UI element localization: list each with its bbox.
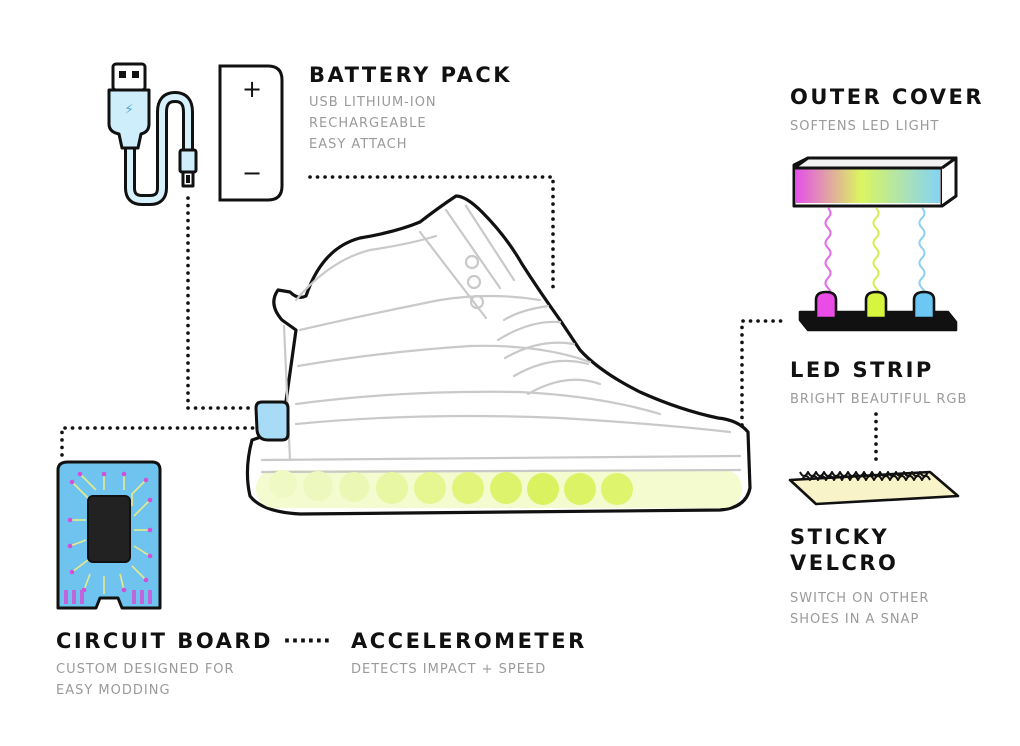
battery-plus-symbol: + bbox=[242, 75, 262, 103]
accelerometer-line-1: DETECTS IMPACT + SPEED bbox=[351, 662, 547, 677]
circuit-board-title: CIRCUIT BOARD bbox=[56, 629, 273, 653]
usb-cable-icon: ⚡ bbox=[107, 62, 198, 206]
battery-pack-line-2: RECHARGEABLE bbox=[309, 116, 427, 131]
accelerometer-title: ACCELEROMETER bbox=[351, 629, 587, 653]
outer-cover-icon bbox=[792, 156, 958, 299]
circuit-board-line-1: CUSTOM DESIGNED FOR bbox=[56, 662, 235, 677]
circuit-board-line-2: EASY MODDING bbox=[56, 683, 171, 698]
led-strip-icon bbox=[798, 290, 958, 332]
sticky-velcro-title-line-2: VELCRO bbox=[790, 551, 899, 575]
velcro-icon bbox=[788, 470, 960, 506]
sneaker-icon bbox=[245, 194, 752, 516]
sticky-velcro-line-2: SHOES IN A SNAP bbox=[790, 612, 920, 627]
battery-pack-icon: + − bbox=[218, 64, 284, 202]
circuit-board-description: CUSTOM DESIGNED FOR EASY MODDING bbox=[56, 659, 235, 701]
battery-pack-description: USB LITHIUM-ION RECHARGEABLE EASY ATTACH bbox=[309, 92, 437, 155]
circuit-board-icon bbox=[56, 460, 162, 610]
led-strip-title: LED STRIP bbox=[790, 358, 934, 382]
outer-cover-description: SOFTENS LED LIGHT bbox=[790, 116, 939, 137]
sticky-velcro-line-1: SWITCH ON OTHER bbox=[790, 591, 930, 606]
sticky-velcro-title-line-1: STICKY bbox=[790, 525, 890, 549]
accelerometer-description: DETECTS IMPACT + SPEED bbox=[351, 659, 546, 680]
battery-pack-line-1: USB LITHIUM-ION bbox=[309, 95, 437, 110]
battery-pack-line-3: EASY ATTACH bbox=[309, 137, 408, 152]
battery-minus-symbol: − bbox=[242, 159, 262, 187]
circuit-accelerometer-connector: ······ bbox=[283, 629, 331, 653]
sticky-velcro-description: SWITCH ON OTHER SHOES IN A SNAP bbox=[790, 588, 929, 630]
outer-cover-line-1: SOFTENS LED LIGHT bbox=[790, 119, 940, 134]
led-strip-line-1: BRIGHT BEAUTIFUL RGB bbox=[790, 392, 968, 407]
led-strip-description: BRIGHT BEAUTIFUL RGB bbox=[790, 389, 967, 410]
outer-cover-title: OUTER COVER bbox=[790, 85, 985, 109]
svg-text:⚡: ⚡ bbox=[124, 102, 134, 118]
dotted-connectors bbox=[60, 175, 878, 462]
sticky-velcro-title: STICKY VELCRO bbox=[790, 524, 898, 576]
battery-pack-title: BATTERY PACK bbox=[309, 63, 513, 87]
